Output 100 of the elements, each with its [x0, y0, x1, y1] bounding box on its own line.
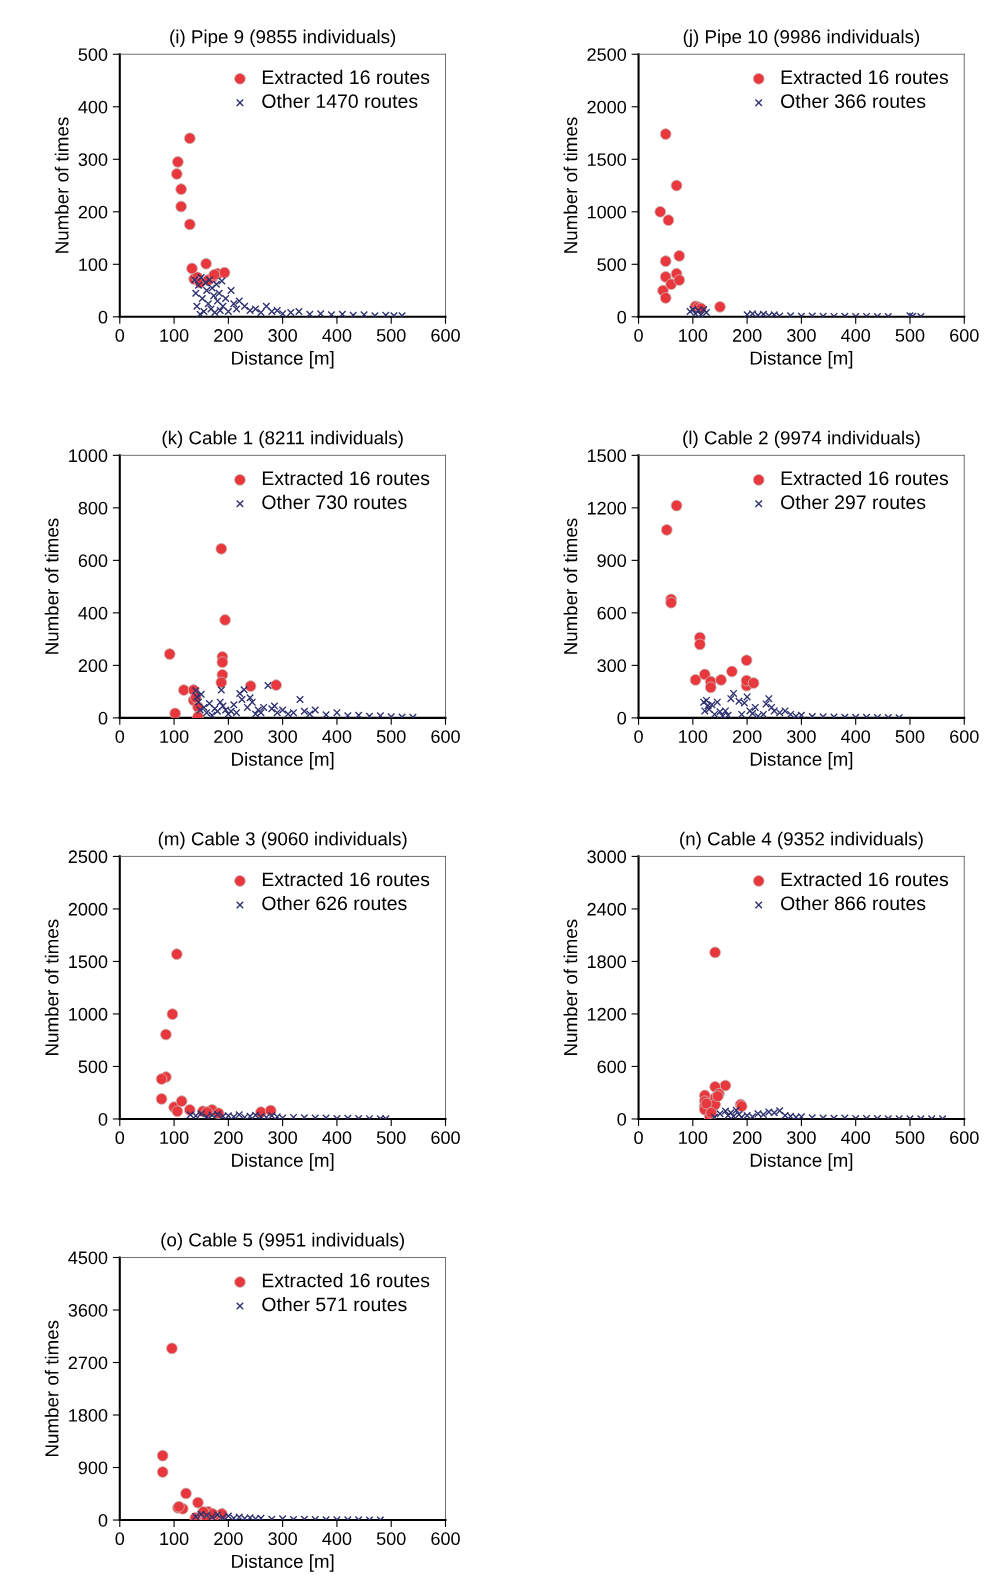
y-tick-label: 2700 [68, 1356, 108, 1370]
legend-label: Other 1470 routes [262, 93, 418, 109]
x-tick-label: 200 [732, 329, 762, 342]
legend-label: Extracted 16 routes [262, 69, 430, 85]
x-tick-label: 600 [950, 1131, 979, 1145]
x-tick-label: 0 [634, 730, 643, 743]
y-tick-label: 400 [78, 606, 108, 620]
x-tick-label: 300 [268, 730, 297, 743]
x-tick-label: 100 [160, 730, 189, 743]
x-axis-title: Distance [m] [750, 752, 853, 770]
x-tick-label: 0 [634, 329, 643, 342]
x-tick-label: 100 [679, 329, 708, 342]
x-tick-label: 500 [376, 1532, 406, 1546]
y-tick-label: 0 [617, 711, 627, 725]
y-tick-label: 0 [98, 310, 108, 324]
x-tick-label: 100 [160, 329, 189, 342]
x-tick-label: 400 [322, 1131, 352, 1145]
legend-label: Extracted 16 routes [781, 69, 949, 85]
x-tick-label: 600 [950, 730, 979, 743]
x-tick-label: 300 [268, 1131, 297, 1145]
x-tick-label: 400 [322, 730, 352, 743]
legend-label: Extracted 16 routes [262, 1273, 430, 1288]
x-tick-label: 600 [431, 1131, 460, 1145]
y-tick-label: 1200 [587, 1007, 627, 1021]
y-tick-label: 400 [78, 100, 108, 114]
y-tick-label: 1000 [587, 205, 627, 219]
x-tick-label: 0 [634, 1131, 643, 1145]
legend-label: Extracted 16 routes [262, 470, 430, 486]
y-tick-label: 500 [78, 48, 108, 61]
y-tick-label: 200 [78, 205, 108, 219]
legend-label: Extracted 16 routes [781, 871, 949, 887]
x-axis-title: Distance [m] [750, 351, 853, 369]
legend-label: Extracted 16 routes [262, 871, 430, 887]
x-tick-label: 600 [950, 329, 979, 342]
x-tick-label: 200 [214, 730, 243, 743]
y-tick-label: 1500 [69, 955, 108, 969]
x-tick-label: 200 [214, 329, 243, 342]
y-tick-label: 2000 [68, 902, 108, 916]
x-tick-label: 0 [115, 1131, 125, 1145]
y-tick-label: 2500 [587, 48, 627, 61]
y-tick-label: 2000 [587, 100, 627, 114]
legend-label: Other 366 routes [781, 93, 926, 109]
y-tick-label: 0 [617, 310, 627, 324]
y-tick-label: 1200 [587, 501, 627, 515]
y-axis-title: Number of times [44, 919, 59, 1055]
y-axis-title: Number of times [563, 518, 578, 654]
y-axis-title: Number of times [44, 1320, 59, 1456]
y-tick-label: 900 [597, 554, 627, 568]
x-tick-label: 300 [787, 1131, 816, 1145]
y-tick-label: 300 [78, 153, 108, 166]
x-tick-label: 500 [376, 1131, 406, 1145]
x-tick-label: 500 [376, 730, 406, 743]
x-tick-label: 100 [679, 1131, 708, 1145]
legend-label: Other 626 routes [262, 895, 407, 911]
y-tick-label: 1000 [69, 449, 108, 463]
x-tick-label: 400 [841, 329, 871, 342]
x-tick-label: 200 [214, 1131, 243, 1145]
y-tick-label: 900 [78, 1461, 108, 1475]
y-tick-label: 1800 [69, 1408, 108, 1422]
legend-label: Other 866 routes [781, 895, 926, 911]
y-tick-label: 500 [597, 258, 627, 272]
chart-title: (k) Cable 1 (8211 individuals) [162, 430, 403, 449]
y-tick-label: 800 [78, 501, 108, 515]
x-tick-label: 200 [214, 1532, 243, 1546]
y-tick-label: 2400 [587, 902, 627, 916]
legend-label: Extracted 16 routes [781, 470, 949, 486]
x-tick-label: 0 [115, 730, 125, 743]
y-tick-label: 100 [79, 258, 108, 272]
y-tick-label: 0 [98, 711, 108, 725]
x-tick-label: 100 [160, 1131, 189, 1145]
y-tick-label: 0 [98, 1112, 108, 1126]
y-tick-label: 600 [78, 554, 108, 568]
x-tick-label: 200 [732, 730, 762, 743]
y-tick-label: 200 [78, 659, 108, 673]
x-tick-label: 500 [895, 730, 925, 743]
chart-title: (n) Cable 4 (9352 individuals) [680, 831, 923, 850]
y-tick-label: 2500 [68, 850, 108, 864]
x-tick-label: 200 [732, 1131, 762, 1145]
x-tick-label: 400 [841, 1131, 871, 1145]
x-tick-label: 300 [268, 1532, 297, 1546]
x-axis-title: Distance [m] [232, 351, 334, 369]
chart-title: (m) Cable 3 (9060 individuals) [158, 831, 407, 850]
x-tick-label: 400 [841, 730, 871, 743]
x-tick-label: 600 [431, 1532, 460, 1546]
y-tick-label: 600 [597, 606, 627, 620]
x-tick-label: 300 [787, 329, 816, 342]
x-tick-label: 600 [431, 730, 460, 743]
y-tick-label: 1800 [587, 955, 627, 969]
y-axis-title: Number of times [563, 919, 578, 1055]
x-tick-label: 300 [268, 329, 297, 342]
x-tick-label: 600 [431, 329, 460, 342]
legend-label: Other 571 routes [262, 1297, 407, 1312]
legend-label: Other 730 routes [262, 494, 407, 510]
y-tick-label: 1500 [587, 153, 627, 166]
x-tick-label: 100 [679, 730, 708, 743]
y-tick-label: 4500 [68, 1251, 108, 1265]
y-tick-label: 1500 [587, 449, 627, 463]
x-axis-title: Distance [m] [750, 1153, 853, 1171]
y-tick-label: 1000 [69, 1007, 108, 1021]
y-tick-label: 3600 [68, 1303, 108, 1317]
